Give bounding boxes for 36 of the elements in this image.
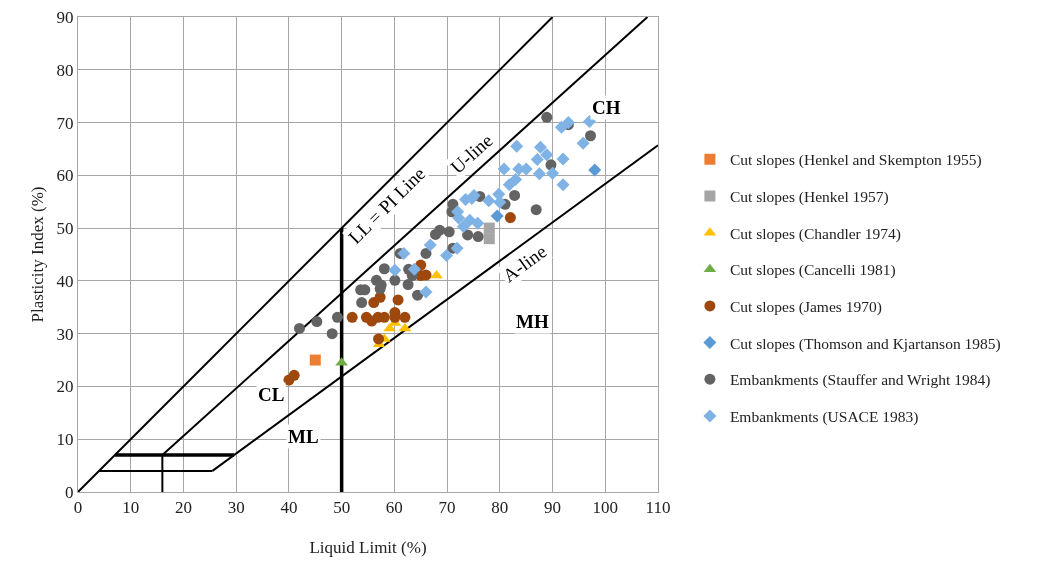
x-tick-label: 40 <box>280 498 298 518</box>
legend-label: Cut slopes (Henkel and Skempton 1955) <box>729 151 982 170</box>
x-tick-label: 60 <box>385 498 403 518</box>
x-tick-label: 10 <box>122 498 140 518</box>
y-tick-label: 70 <box>56 113 74 133</box>
annotation: MH <box>516 311 549 332</box>
x-tick-label: 110 <box>645 498 671 518</box>
x-tick-label: 80 <box>491 498 509 518</box>
legend-label: Embankments (USACE 1983) <box>729 407 919 426</box>
legend-label: Cut slopes (Thomson and Kjartanson 1985) <box>729 334 1001 353</box>
x-tick-label: 50 <box>333 498 351 518</box>
x-tick-label: 30 <box>227 498 245 518</box>
annotation: CH <box>592 97 621 118</box>
annotation: LL = PI Line <box>344 162 430 248</box>
y-tick-label: 10 <box>56 430 74 450</box>
x-axis-title: Liquid Limit (%) <box>309 538 427 557</box>
y-axis-title: Plasticity Index (%) <box>28 186 48 323</box>
legend-label: Cut slopes (Henkel 1957) <box>729 188 889 207</box>
legend-label: Cut slopes (Chandler 1974) <box>729 224 901 243</box>
annotation: ML <box>288 426 319 447</box>
legend-label: Embankments (Stauffer and Wright 1984) <box>729 371 991 390</box>
y-tick-label: 0 <box>65 482 74 502</box>
y-tick-label: 90 <box>56 7 74 27</box>
x-tick-label: 90 <box>544 498 562 518</box>
y-tick-label: 20 <box>56 377 74 397</box>
x-tick-label: 100 <box>592 498 619 518</box>
x-tick-label: 70 <box>438 498 456 518</box>
y-tick-label: 40 <box>56 271 74 291</box>
y-tick-label: 80 <box>56 60 74 80</box>
y-tick-label: 30 <box>56 324 74 344</box>
annotation: CL <box>258 384 285 405</box>
legend-label: Cut slopes (Cancelli 1981) <box>729 261 896 280</box>
x-tick-label: 20 <box>174 498 192 518</box>
y-tick-label: 60 <box>56 166 74 186</box>
legend-label: Cut slopes (James 1970) <box>729 297 882 316</box>
y-tick-label: 50 <box>56 219 74 239</box>
